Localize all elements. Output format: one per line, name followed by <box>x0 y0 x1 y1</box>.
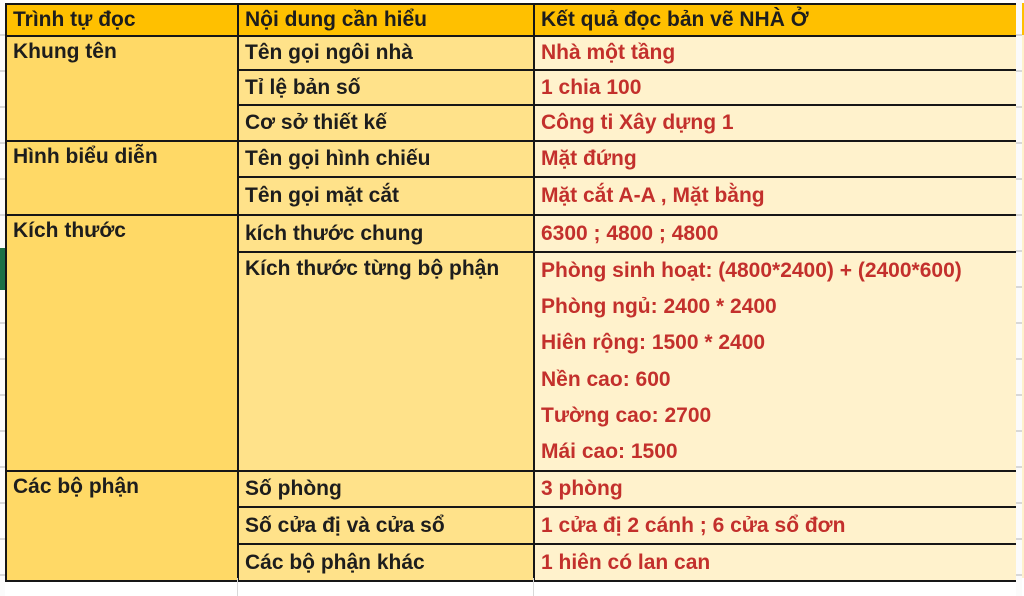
result-line: Phòng sinh hoạt: (4800*2400) + (2400*600… <box>541 259 962 282</box>
table-row: Kích thước kích thước chung 6300 ; 4800 … <box>5 213 1018 473</box>
result-line: Phòng ngủ: 2400 * 2400 <box>541 295 777 319</box>
row-selection-marker <box>0 248 5 290</box>
cell-content[interactable]: Các bộ phận khác <box>237 543 535 583</box>
table-row: Cơ sở thiết kế Công ti Xây dựng 1 <box>6 104 1018 142</box>
cell-result[interactable]: Mặt cắt A-A , Mặt bằng <box>533 176 1018 216</box>
table-row: Các bộ phận Số phòng 3 phòng <box>5 470 1018 583</box>
table-row: Kích thước từng bộ phận Phòng sinh hoạt:… <box>6 250 1018 473</box>
header-cell-noi-dung[interactable]: Nội dung cần hiểu <box>237 3 535 37</box>
cell-content[interactable]: Số cửa đị và cửa sổ <box>237 506 535 546</box>
cell-result-multiline[interactable]: Phòng sinh hoạt: (4800*2400) + (2400*600… <box>533 250 1018 473</box>
cell-content[interactable]: Kích thước từng bộ phận <box>237 250 535 473</box>
table-row: Khung tên Tên gọi ngôi nhà Nhà một tầng <box>5 35 1018 142</box>
gridline <box>237 578 238 596</box>
cell-section-kich-thuoc[interactable]: Kích thước <box>5 213 239 473</box>
cell-content[interactable]: Tên gọi mặt cắt <box>237 176 535 216</box>
next-column-sliver-header <box>1022 3 1024 35</box>
cell-content[interactable]: Số phòng <box>237 470 535 509</box>
table-row: Hình biểu diễn Tên gọi hình chiếu Mặt đứ… <box>5 140 1018 216</box>
sheet-right-gutter <box>1016 0 1022 596</box>
cell-content[interactable]: kích thước chung <box>237 214 535 253</box>
cell-section-khung-ten[interactable]: Khung tên <box>5 35 239 142</box>
cell-content[interactable]: Cơ sở thiết kế <box>237 104 535 142</box>
cell-result[interactable]: 1 cửa đị 2 cánh ; 6 cửa sổ đơn <box>533 506 1018 546</box>
result-line: Tường cao: 2700 <box>541 403 712 427</box>
table-row: Các bộ phận khác 1 hiên có lan can <box>6 543 1018 583</box>
table-row: Tỉ lệ bản số 1 chia 100 <box>6 69 1018 106</box>
table-header-row: Trình tự đọc Nội dung cần hiểu Kết quả đ… <box>5 3 1018 37</box>
cell-result[interactable]: Công ti Xây dựng 1 <box>533 104 1018 142</box>
cell-section-hinh-bieu-dien[interactable]: Hình biểu diễn <box>5 140 239 216</box>
cell-content[interactable]: Tên gọi hình chiếu <box>237 140 535 178</box>
next-column-sliver-body <box>1022 35 1024 578</box>
table-row: Số cửa đị và cửa sổ 1 cửa đị 2 cánh ; 6 … <box>6 506 1018 546</box>
cell-result[interactable]: 1 chia 100 <box>533 69 1018 106</box>
cell-content[interactable]: Tên gọi ngôi nhà <box>237 35 535 71</box>
reading-drawing-table: Trình tự đọc Nội dung cần hiểu Kết quả đ… <box>5 3 1018 583</box>
result-line: Hiên rộng: 1500 * 2400 <box>541 331 766 355</box>
gridline <box>533 578 534 596</box>
result-line: Nền cao: 600 <box>541 367 671 391</box>
cell-result[interactable]: 3 phòng <box>533 470 1018 509</box>
sheet-left-gutter <box>0 0 5 596</box>
header-cell-ket-qua[interactable]: Kết quả đọc bản vẽ NHÀ Ở <box>533 3 1018 37</box>
table-row: Tên gọi mặt cắt Mặt cắt A-A , Mặt bằng <box>6 176 1018 216</box>
cell-result[interactable]: 1 hiên có lan can <box>533 543 1018 583</box>
cell-content[interactable]: Tỉ lệ bản số <box>237 69 535 106</box>
cell-result[interactable]: 6300 ; 4800 ; 4800 <box>533 214 1018 253</box>
cell-result[interactable]: Nhà một tầng <box>533 35 1018 71</box>
header-cell-trinh-tu-doc[interactable]: Trình tự đọc <box>5 3 239 37</box>
cell-section-cac-bo-phan[interactable]: Các bộ phận <box>5 470 239 583</box>
result-line: Mái cao: 1500 <box>541 439 678 463</box>
cell-result[interactable]: Mặt đứng <box>533 140 1018 178</box>
